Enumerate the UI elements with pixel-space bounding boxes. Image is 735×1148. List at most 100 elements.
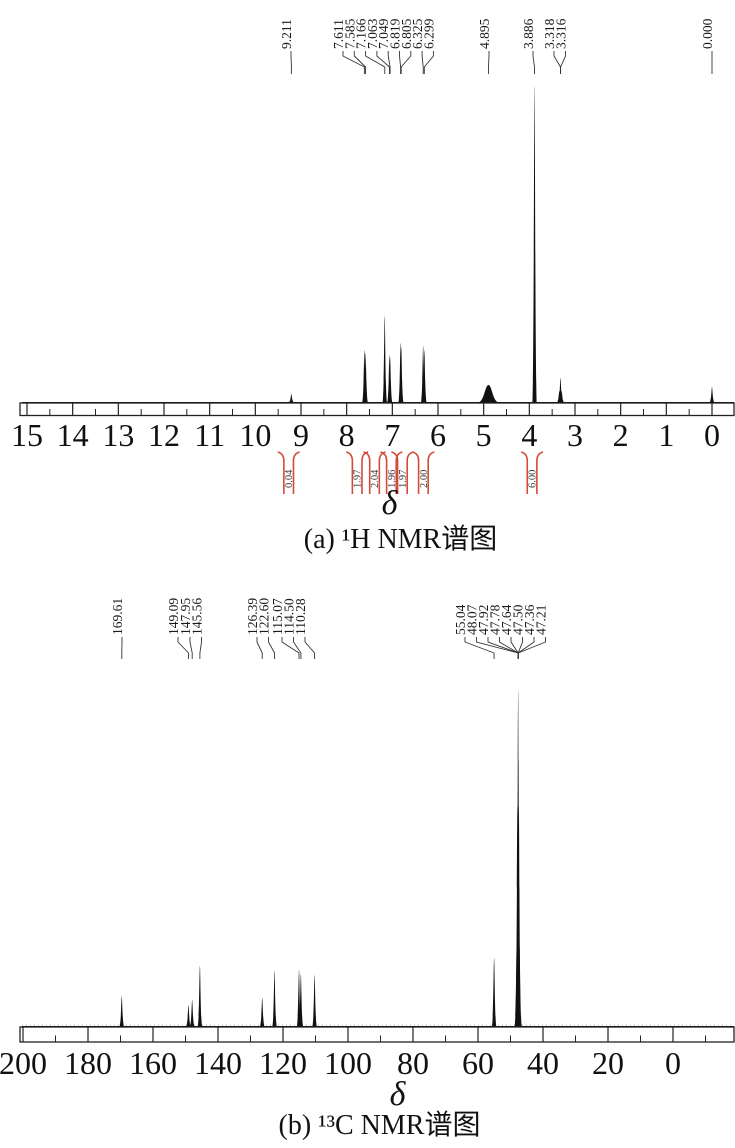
tick-label: 100 [324,1045,372,1081]
tick-label: 7 [384,417,400,453]
integral-bracket-right [292,451,300,494]
peak-label: 6.819 [388,18,403,49]
integral-bracket-left [520,451,529,494]
peak-label: 6.325 [410,18,425,49]
tick-label: 140 [194,1045,242,1081]
peak-label: 7.063 [365,18,380,49]
integral-value: 2.04 [370,469,381,488]
peak-connector [487,637,519,659]
integral-bracket-left [391,451,399,494]
peak-label: 147.95 [178,598,193,635]
tick-label: 1 [658,417,674,453]
peak [382,316,387,402]
peak [517,946,522,1026]
peak-label: 6.805 [399,18,414,49]
peak-connector [400,51,412,74]
tick-label: 120 [259,1045,307,1081]
peak-connector [488,51,490,74]
peak-label: 7.611 [331,19,346,49]
integral-bracket-right [395,451,403,494]
tick-label: 0 [704,417,720,453]
peak-label: 47.36 [522,604,537,635]
tick-label: 200 [0,1045,47,1081]
peak-connector [532,51,535,74]
peak-label: 149.09 [166,598,181,635]
peak-connector [189,637,193,659]
peak [363,353,368,402]
peak-label: 9.211 [279,19,294,49]
peak-label: 7.049 [376,18,391,49]
peak-label: 110.28 [293,598,308,635]
peak-label: 6.299 [421,18,436,49]
integral-bracket-right [406,451,414,494]
peak-label: 7.166 [354,18,369,49]
peak-connector [517,637,546,659]
peak-connector [560,51,566,74]
tick-label: 9 [293,417,309,453]
peak [388,358,393,402]
caption-b-c13-nmr: (b) ¹³C NMR谱图 [278,1110,481,1141]
peak-connector [387,51,391,74]
tick-label: 2 [613,417,629,453]
peak [298,974,303,1026]
tick-label: 5 [476,417,492,453]
tick-label: 13 [102,417,134,453]
peak-connector [199,637,202,659]
tick-label: 4 [521,417,537,453]
integral-bracket-left [363,451,371,494]
c13-xaxis-label-delta: δ [389,1076,406,1113]
peak [492,958,497,1026]
tick-label: 20 [592,1045,624,1081]
peak [260,998,265,1026]
peak-connector [268,637,276,659]
tick-label: 80 [397,1045,429,1081]
peak-label: 115.07 [270,598,285,635]
peak-label: 4.895 [477,18,492,49]
tick-label: 15 [11,417,43,453]
peak [709,387,715,402]
peak-label: 47.78 [488,604,503,635]
integral-bracket-left [277,451,285,494]
peak-label: 47.50 [511,604,526,635]
peak-label: 169.61 [110,598,125,635]
peak-label: 114.50 [282,598,297,635]
peak-label: 7.585 [342,18,357,49]
integral-bracket-left [380,451,388,494]
integral-value: 1.97 [353,470,364,488]
integral-value: 6.00 [528,470,539,488]
peak [197,966,203,1026]
peak-label: 3.886 [521,18,536,49]
tick-label: 3 [567,417,583,453]
peak-connector [281,637,300,659]
spectrum-group: 15 14 13 12 11 10 9 8 7 6 5 4 3 2 1 09.211 7.6117.5857.1… [11,18,735,494]
peak-label: 47.92 [476,605,491,635]
peak-label: 47.64 [499,604,514,635]
peak-connector [177,637,189,659]
peak [312,975,317,1026]
axis-box [19,1026,735,1043]
peak-label: 0.000 [700,18,715,49]
integral-bracket-left [345,451,354,494]
peak [422,350,427,402]
integral-bracket-right [378,451,386,494]
peak-connector [464,637,495,659]
integral-value: 0.04 [284,469,295,488]
peak-connector [476,637,519,659]
peak-label: 55.04 [453,604,468,635]
tick-label: 14 [57,417,89,453]
tick-label: 10 [239,417,271,453]
peak [532,86,537,402]
peak-connector [353,51,367,74]
tick-label: 160 [129,1045,177,1081]
peak [190,1000,195,1026]
peak-connector [423,51,434,74]
peak [399,347,404,402]
peak-connector [293,637,302,659]
peak [186,1005,191,1026]
tick-label: 60 [462,1045,494,1081]
integral-bracket-right [536,451,544,494]
tick-label: 11 [194,417,225,453]
